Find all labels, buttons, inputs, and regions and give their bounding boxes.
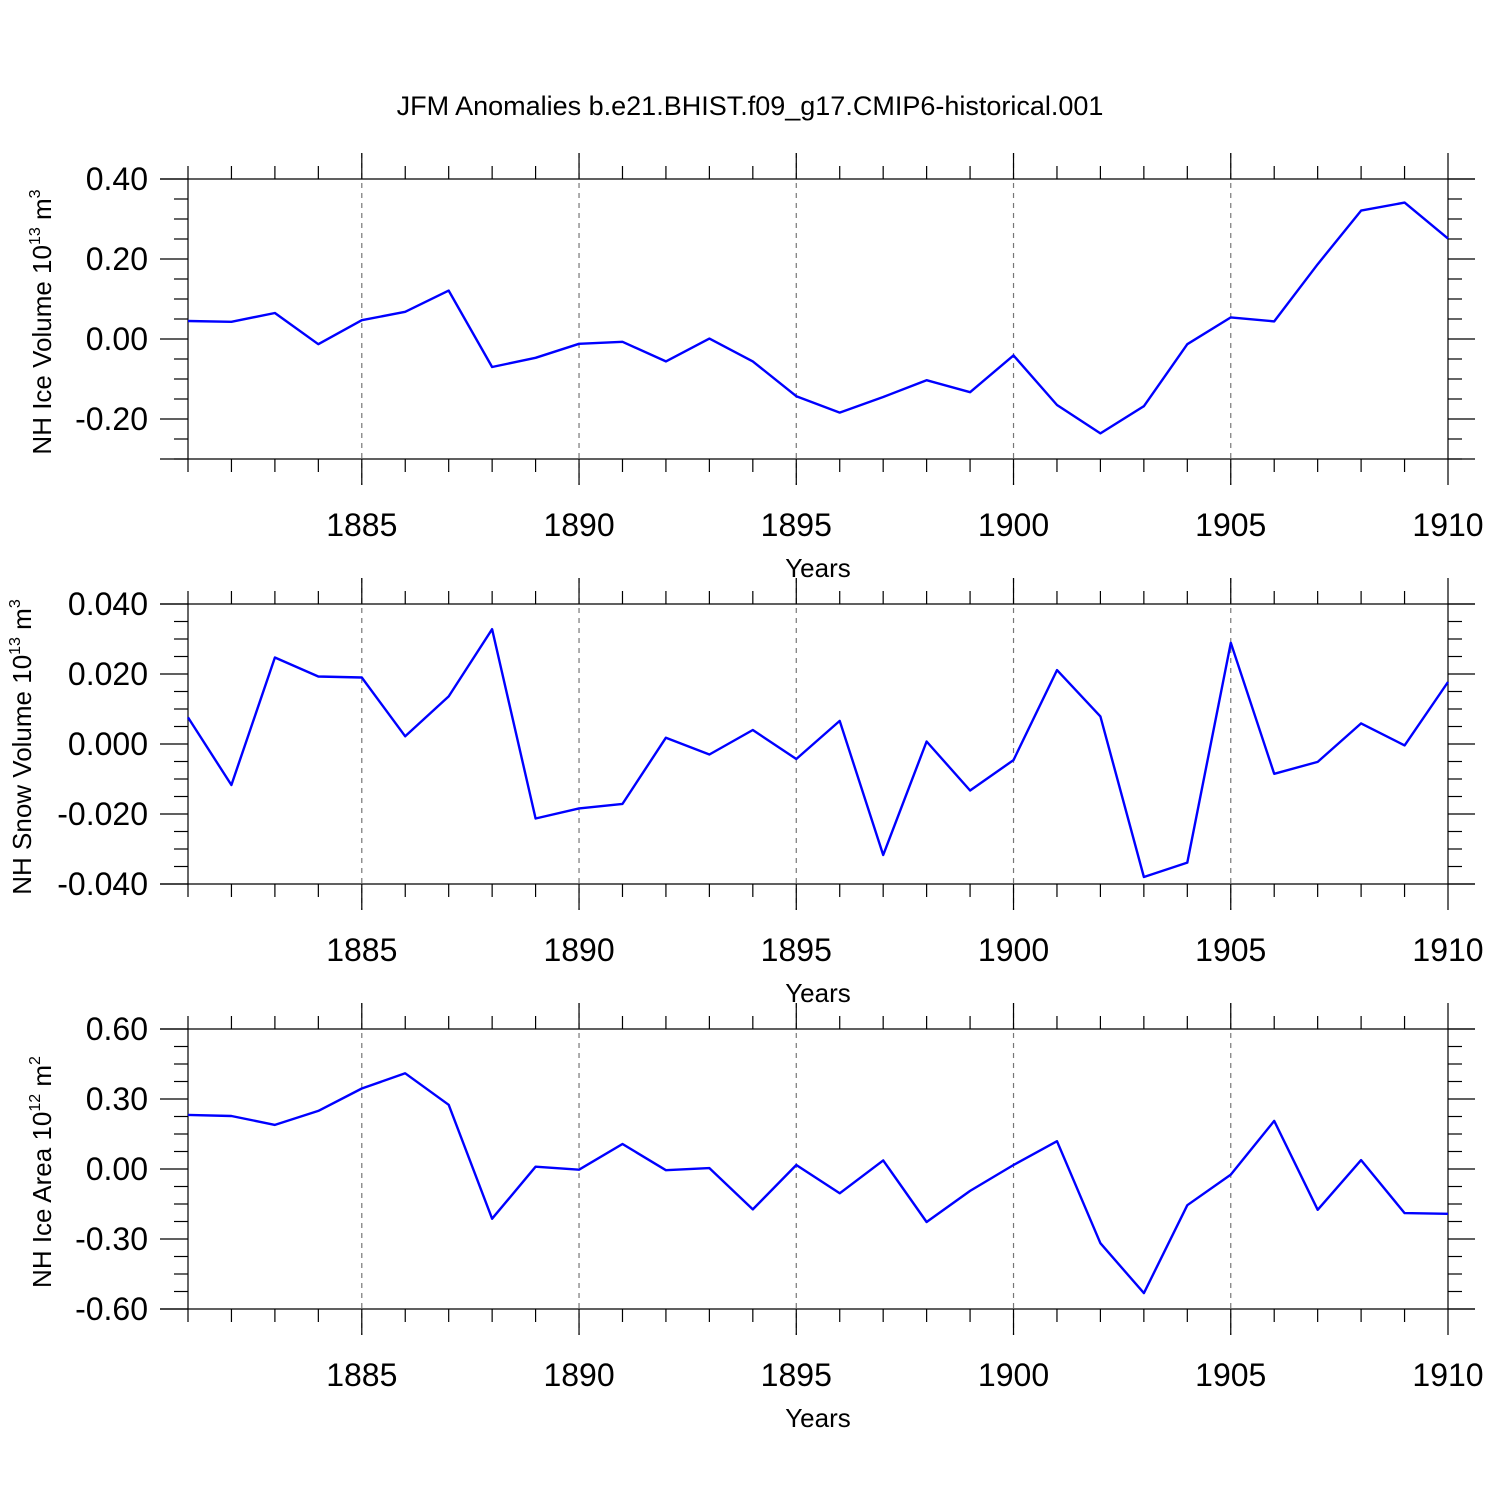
chart-title: JFM Anomalies b.e21.BHIST.f09_g17.CMIP6-… bbox=[397, 91, 1104, 121]
x-tick-label: 1890 bbox=[543, 507, 614, 543]
x-tick-label: 1895 bbox=[761, 507, 832, 543]
x-tick-label: 1905 bbox=[1195, 1357, 1266, 1393]
y-axis-label-exponent: 12 bbox=[27, 1094, 44, 1112]
y-tick-label: -0.60 bbox=[75, 1291, 148, 1327]
x-tick-label: 1895 bbox=[761, 932, 832, 968]
y-tick-label: 0.040 bbox=[68, 586, 148, 622]
panel-ice-volume: NH Ice Volume 1013 m3 Years -0.20 0.00 0.2… bbox=[27, 153, 1484, 583]
panel-snow-volume: NH Snow Volume 1013 m3 Years -0.040 -0.02… bbox=[7, 578, 1484, 1008]
x-axis-label: Years bbox=[785, 1403, 851, 1433]
x-tick-label: 1910 bbox=[1412, 507, 1483, 543]
y-axis-label-unit: m bbox=[7, 608, 37, 630]
x-tick-label: 1890 bbox=[543, 1357, 614, 1393]
y-axis-label-exponent: 13 bbox=[27, 227, 44, 245]
x-tick-label: 1900 bbox=[978, 1357, 1049, 1393]
y-axis-label-unit: m bbox=[27, 198, 57, 220]
y-axis-label-exponent: 13 bbox=[7, 637, 24, 655]
y-tick-label: 0.20 bbox=[86, 241, 148, 277]
x-axis-label: Years bbox=[785, 978, 851, 1008]
y-tick-label: -0.30 bbox=[75, 1221, 148, 1257]
series-line bbox=[186, 628, 1449, 879]
x-tick-label: 1885 bbox=[326, 932, 397, 968]
series-line bbox=[187, 1072, 1449, 1295]
y-tick-label: 0.30 bbox=[86, 1081, 148, 1117]
x-tick-label: 1910 bbox=[1412, 932, 1483, 968]
series-line bbox=[187, 201, 1449, 435]
y-axis-label: NH Ice Area 1012 m2 bbox=[27, 1056, 57, 1288]
y-tick-label: -0.020 bbox=[57, 796, 148, 832]
x-tick-label: 1900 bbox=[978, 507, 1049, 543]
x-tick-label: 1885 bbox=[326, 507, 397, 543]
y-tick-label: 0.00 bbox=[86, 1151, 148, 1187]
svg-text:NH Ice Area 1012 m2: NH Ice Area 1012 m2 bbox=[27, 1056, 57, 1288]
y-tick-label: 0.020 bbox=[68, 656, 148, 692]
y-axis-label-text: NH Snow Volume 10 bbox=[7, 655, 37, 895]
panel-ice-area: NH Ice Area 1012 m2 Years -0.60 -0.30 0.00… bbox=[27, 1003, 1484, 1433]
y-tick-label: 0.00 bbox=[86, 321, 148, 357]
y-axis-label-unit-exponent: 3 bbox=[7, 599, 24, 608]
y-axis-label: NH Ice Volume 1013 m3 bbox=[27, 189, 57, 454]
y-tick-label: 0.60 bbox=[86, 1011, 148, 1047]
x-tick-label: 1885 bbox=[326, 1357, 397, 1393]
y-axis-label-text: NH Ice Volume 10 bbox=[27, 245, 57, 455]
svg-text:NH Snow Volume 1013 m3: NH Snow Volume 1013 m3 bbox=[7, 599, 37, 895]
y-axis-label-text: NH Ice Area 10 bbox=[27, 1112, 57, 1288]
x-tick-label: 1895 bbox=[761, 1357, 832, 1393]
y-tick-label: -0.040 bbox=[57, 866, 148, 902]
x-tick-label: 1905 bbox=[1195, 507, 1266, 543]
y-axis-label-unit-exponent: 3 bbox=[27, 189, 44, 198]
x-tick-label: 1905 bbox=[1195, 932, 1266, 968]
y-axis-label-unit-exponent: 2 bbox=[27, 1056, 44, 1065]
y-axis-label-unit: m bbox=[27, 1065, 57, 1087]
y-axis-label: NH Snow Volume 1013 m3 bbox=[7, 599, 37, 895]
x-tick-label: 1910 bbox=[1412, 1357, 1483, 1393]
x-axis-label: Years bbox=[785, 553, 851, 583]
y-tick-label: -0.20 bbox=[75, 401, 148, 437]
svg-text:NH Ice Volume 1013 m3: NH Ice Volume 1013 m3 bbox=[27, 189, 57, 454]
y-tick-label: 0.000 bbox=[68, 726, 148, 762]
x-tick-label: 1890 bbox=[543, 932, 614, 968]
y-tick-label: 0.40 bbox=[86, 161, 148, 197]
x-tick-label: 1900 bbox=[978, 932, 1049, 968]
